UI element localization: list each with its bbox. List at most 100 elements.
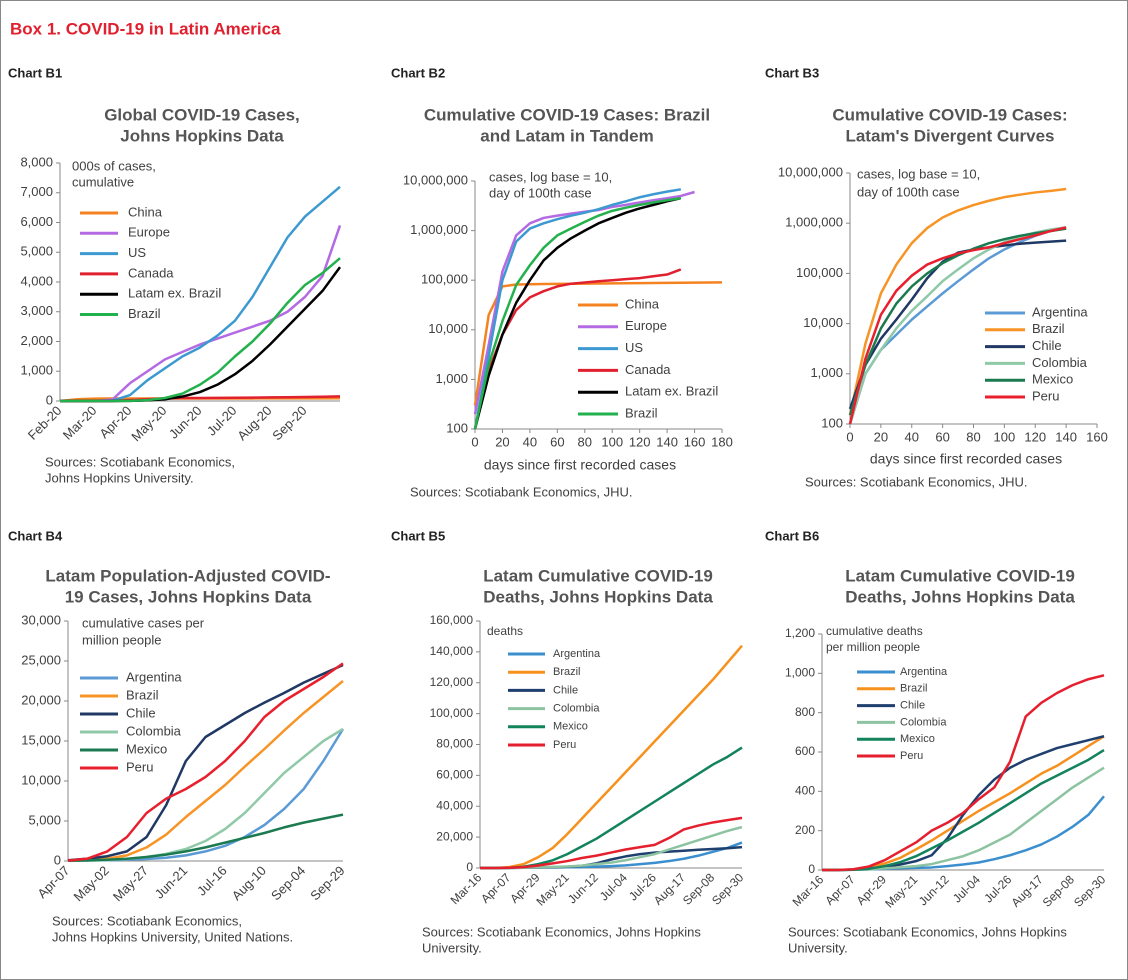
legend-label: Brazil (553, 666, 581, 678)
x-tick-label: 100 (601, 434, 623, 449)
legend-label: Peru (553, 739, 576, 751)
series-line (479, 644, 743, 870)
y-tick-label: 10,000,000 (778, 164, 843, 179)
x-tick-label: 60 (935, 429, 949, 444)
legend-label: China (625, 296, 660, 311)
y-tick-label: 400 (795, 784, 815, 798)
legend-label: Brazil (126, 687, 159, 702)
y-tick-label: 10,000 (21, 772, 61, 787)
x-tick-label: 160 (684, 434, 706, 449)
series-line (822, 674, 1105, 872)
series-line (473, 196, 682, 430)
series-line (848, 227, 1067, 416)
x-tick-label: 60 (550, 434, 564, 449)
y-tick-label: 40,000 (436, 798, 473, 812)
legend-label: China (128, 204, 163, 219)
y-tick-label: 10,000 (803, 315, 843, 330)
y-tick-label: 1,000 (810, 365, 843, 380)
panel-label: Chart B2 (391, 65, 445, 80)
series-line (848, 187, 1067, 416)
sources: Sources: Scotiabank Economics, (52, 913, 242, 928)
series-line (67, 663, 344, 862)
x-tick-label: 100 (994, 429, 1016, 444)
sources: Sources: Scotiabank Economics, (45, 454, 235, 469)
y-tick-label: 160,000 (430, 613, 474, 627)
legend-label: Argentina (900, 666, 948, 678)
y-tick-label: 80,000 (436, 737, 473, 751)
y-tick-label: 5,000 (20, 244, 53, 259)
y-tick-label: 0 (54, 852, 61, 867)
y-tick-label: 8,000 (20, 154, 53, 169)
y-tick-label: 0 (466, 860, 473, 874)
panel-label: Chart B5 (391, 528, 445, 543)
panel-label: Chart B6 (765, 528, 819, 543)
legend-label: US (128, 245, 146, 260)
chart-title: Cumulative COVID-19 Cases: Brazil (424, 105, 710, 124)
x-tick-label: 120 (629, 434, 651, 449)
y-tick-label: 1,000,000 (410, 222, 468, 237)
sources: Sources: Scotiabank Economics, JHU. (805, 474, 1028, 489)
y-tick-label: 2,000 (20, 333, 53, 348)
y-axis-label: cases, log base = 10, (857, 166, 980, 181)
y-axis-label: million people (82, 632, 162, 647)
panel-label: Chart B3 (765, 65, 819, 80)
y-tick-label: 10,000 (428, 321, 468, 336)
series-line (473, 196, 682, 430)
x-tick-label: 20 (495, 434, 509, 449)
legend-label: Brazil (900, 683, 928, 695)
chart-title: Cumulative COVID-19 Cases: (832, 105, 1067, 124)
chart-title: Latam Cumulative COVID-19 (845, 566, 1075, 585)
sources: Johns Hopkins University. (45, 470, 194, 485)
y-tick-label: 5,000 (28, 812, 61, 827)
sources: University. (422, 940, 482, 955)
legend-label: Argentina (553, 648, 601, 660)
legend-label: Colombia (553, 703, 600, 715)
chart-title: Johns Hopkins Data (120, 126, 284, 145)
y-axis-label: per million people (826, 640, 920, 654)
sources: Johns Hopkins University, United Nations… (52, 929, 293, 944)
sources: Sources: Scotiabank Economics, Johns Hop… (422, 924, 701, 939)
legend-label: US (625, 340, 643, 355)
x-tick-label: 140 (1055, 429, 1077, 444)
legend-label: Europe (128, 225, 170, 240)
legend-label: Latam ex. Brazil (128, 286, 221, 301)
legend-label: Brazil (128, 306, 161, 321)
y-tick-label: 100,000 (430, 706, 474, 720)
legend-label: Canada (625, 362, 671, 377)
y-tick-label: 800 (795, 705, 815, 719)
sources: Sources: Scotiabank Economics, JHU. (410, 484, 633, 499)
legend-label: Peru (900, 750, 923, 762)
x-axis-label: days since first recorded cases (870, 451, 1062, 467)
legend-label: Chile (1032, 338, 1062, 353)
x-tick-label: 180 (711, 434, 733, 449)
chart-title: 19 Cases, Johns Hopkins Data (65, 587, 312, 606)
chart-title: Global COVID-19 Cases, (104, 105, 300, 124)
legend-label: Chile (126, 705, 156, 720)
series-line (67, 680, 344, 862)
x-tick-label: 40 (523, 434, 537, 449)
y-tick-label: 4,000 (20, 273, 53, 288)
y-tick-label: 1,000 (20, 363, 53, 378)
legend-label: Colombia (1032, 355, 1088, 370)
y-tick-label: 10,000,000 (403, 172, 468, 187)
chart-title: Deaths, Johns Hopkins Data (845, 587, 1075, 606)
y-tick-label: 200 (795, 823, 815, 837)
y-tick-label: 100,000 (796, 265, 843, 280)
x-tick-label: 0 (471, 434, 478, 449)
x-tick-label: 120 (1024, 429, 1046, 444)
y-tick-label: 100 (821, 415, 843, 430)
sources: Sources: Scotiabank Economics, Johns Hop… (788, 924, 1067, 939)
y-tick-label: 6,000 (20, 214, 53, 229)
y-tick-label: 25,000 (21, 652, 61, 667)
box-title: Box 1. COVID-19 in Latin America (10, 19, 281, 38)
legend-label: Latam ex. Brazil (625, 384, 718, 399)
legend-label: Europe (625, 318, 667, 333)
y-axis-label: deaths (487, 624, 523, 638)
x-axis-label: days since first recorded cases (484, 457, 676, 473)
x-tick-label: 40 (905, 429, 919, 444)
x-tick-label: 20 (874, 429, 888, 444)
x-tick-label: 80 (966, 429, 980, 444)
y-tick-label: 1,000 (435, 371, 468, 386)
y-tick-label: 20,000 (436, 829, 473, 843)
legend-label: Argentina (1032, 304, 1088, 319)
